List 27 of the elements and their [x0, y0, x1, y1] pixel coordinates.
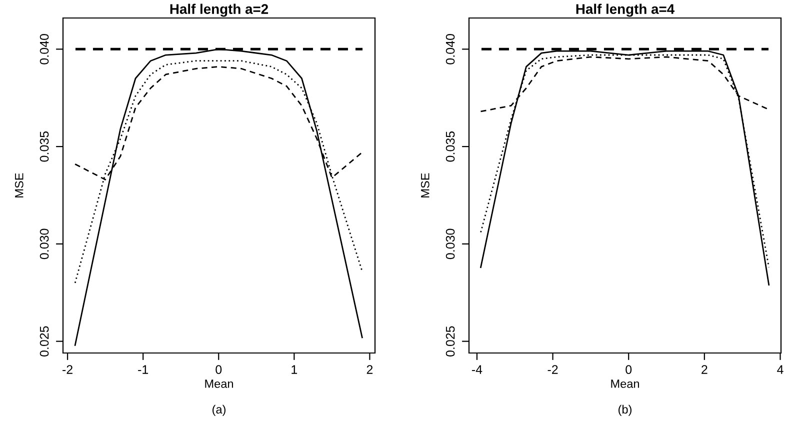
text: (a)	[212, 404, 226, 416]
y-tick-label: 0.025	[446, 326, 455, 356]
x-axis-title: Mean	[205, 380, 233, 388]
x-tick-label: 0	[216, 365, 222, 374]
x-tick-label: -1	[138, 365, 148, 374]
line-series	[74, 48, 363, 346]
y-tick-label: 0.040	[40, 34, 49, 64]
x-tick-label: -4	[472, 365, 482, 374]
x-tick-label: 0	[626, 365, 632, 374]
y-tick-label: 0.040	[446, 34, 455, 64]
y-tick-label: 0.035	[446, 131, 455, 162]
y-axis-title: MSE	[14, 173, 24, 198]
x-tick-label: 2	[702, 365, 708, 374]
text: (b)	[618, 404, 632, 416]
x-tick-label: 4	[777, 365, 784, 374]
y-tick-label: 0.025	[40, 326, 49, 356]
y-axis-title: MSE	[420, 173, 430, 198]
chart-title: Half length a=2	[170, 4, 268, 17]
y-tick-label: 0.030	[446, 228, 455, 260]
x-tick-label: -2	[548, 365, 558, 374]
chart-title: Half length a=4	[576, 4, 675, 17]
x-tick-label: 1	[292, 365, 298, 374]
y-tick-label: 0.030	[40, 228, 49, 260]
x-tick-label: -2	[62, 365, 72, 374]
x-axis-title: Mean	[611, 380, 639, 388]
y-tick-label: 0.035	[40, 131, 49, 162]
x-tick-label: 2	[366, 365, 373, 374]
